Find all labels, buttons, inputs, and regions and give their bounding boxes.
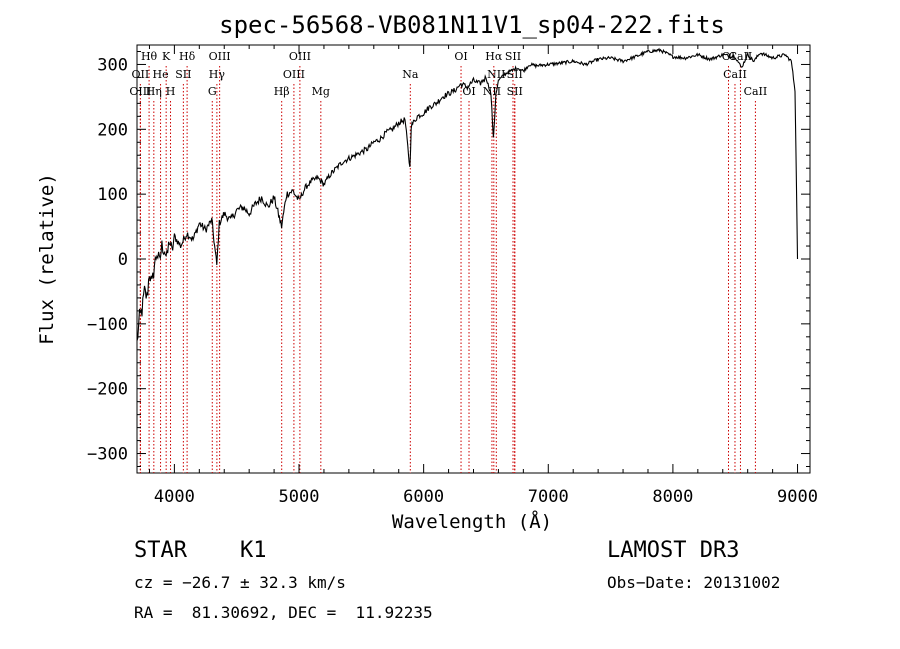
marker-label: Hβ <box>274 85 290 98</box>
y-tick-label: −100 <box>87 315 128 335</box>
plot-frame <box>136 44 811 474</box>
y-tick-label: 200 <box>97 120 128 140</box>
y-tick-label: 0 <box>118 250 128 270</box>
marker-label: OI <box>454 50 467 63</box>
x-tick-label: 5000 <box>279 487 320 507</box>
object-class: STAR <box>134 538 187 563</box>
marker-label: Hδ <box>179 50 196 63</box>
marker-label: Mg <box>312 85 330 98</box>
observation-date: Obs−Date: 20131002 <box>607 573 781 592</box>
tick-labels: 4000 5000 6000 7000 8000 9000 −300 −200 −100 0 100… <box>87 55 818 507</box>
marker-label: Hθ <box>141 50 158 63</box>
marker-label: CaII <box>723 68 747 81</box>
marker-label: H <box>166 85 176 98</box>
x-tick-label: 8000 <box>652 487 693 507</box>
marker-label: OII <box>132 68 150 81</box>
marker-label: CaII <box>729 50 753 63</box>
x-tick-label: 9000 <box>777 487 818 507</box>
y-axis-label: Flux (relative) <box>36 173 58 345</box>
x-tick-label: 4000 <box>154 487 195 507</box>
redshift-velocity: cz = −26.7 ± 32.3 km/s <box>134 573 346 592</box>
marker-label: G <box>208 85 217 98</box>
marker-label: He <box>153 68 169 81</box>
x-tick-label: 7000 <box>528 487 569 507</box>
marker-label: Hα <box>485 50 503 63</box>
x-tick-label: 6000 <box>403 487 444 507</box>
y-tick-label: −200 <box>87 380 128 400</box>
object-subclass: K1 <box>240 538 267 563</box>
marker-label: OIII <box>283 68 305 81</box>
y-tick-label: −300 <box>87 445 128 465</box>
survey-name: LAMOST DR3 <box>607 538 740 563</box>
y-tick-label: 100 <box>97 185 128 205</box>
coordinates: RA = 81.30692, DEC = 11.92235 <box>134 603 433 622</box>
marker-label: OIII <box>129 85 151 98</box>
marker-label: OIII <box>289 50 311 63</box>
chart-title: spec-56568-VB081N11V1_sp04-222.fits <box>219 11 725 39</box>
y-tick-label: 300 <box>97 55 128 75</box>
marker-label: K <box>162 50 171 63</box>
marker-label: NII <box>483 85 501 98</box>
marker-label: SII <box>505 50 521 63</box>
marker-label: NII <box>487 68 505 81</box>
spectrum-line <box>136 47 799 341</box>
x-axis-label: Wavelength (Å) <box>392 510 552 533</box>
marker-label: Hγ <box>209 68 226 81</box>
marker-label: CaII <box>744 85 768 98</box>
axis-ticks <box>137 45 810 473</box>
marker-label: OI <box>462 85 475 98</box>
marker-label: SII <box>507 85 523 98</box>
marker-label: Hη <box>146 85 162 98</box>
marker-label: OIII <box>209 50 231 63</box>
marker-label: SII <box>175 68 191 81</box>
marker-label: Na <box>402 68 419 81</box>
